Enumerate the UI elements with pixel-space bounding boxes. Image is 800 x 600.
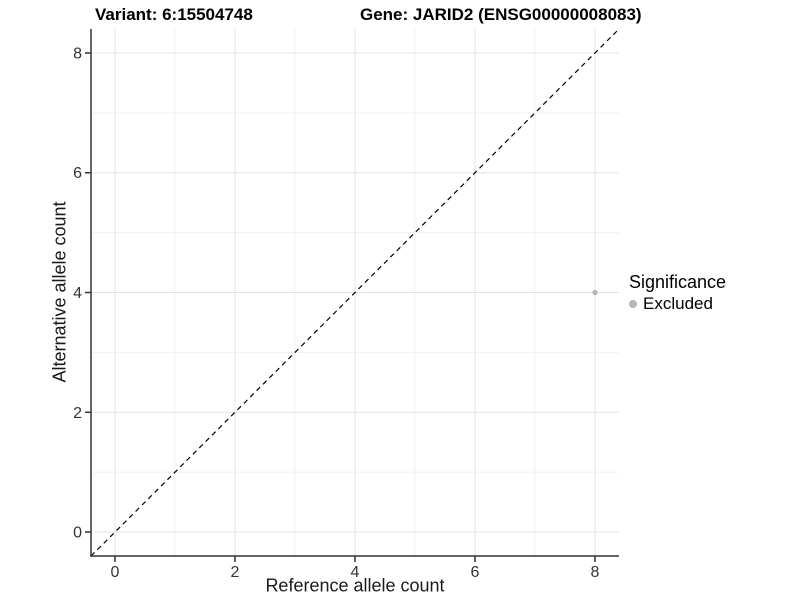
legend-items: Excluded <box>629 293 726 314</box>
y-tick-label: 6 <box>73 165 82 182</box>
x-tick-label: 8 <box>591 564 600 581</box>
y-axis-title: Alternative allele count <box>49 201 70 383</box>
legend-title: Significance <box>629 272 727 292</box>
y-tick-label: 0 <box>73 525 82 542</box>
x-tick-label: 0 <box>111 564 120 581</box>
legend-item: Excluded <box>629 293 726 314</box>
y-tick-label: 2 <box>73 405 82 422</box>
y-tick-label: 8 <box>73 45 82 62</box>
x-tick-label: 2 <box>231 564 240 581</box>
y-tick-label: 4 <box>73 285 82 302</box>
x-axis-title: Reference allele count <box>265 575 445 596</box>
x-tick-label: 6 <box>471 564 480 581</box>
legend-key-dot-icon <box>629 299 637 308</box>
data-point <box>592 289 598 296</box>
gene-title: Gene: JARID2 (ENSG00000008083) <box>360 5 642 24</box>
x-tick-label: 4 <box>351 564 360 581</box>
legend: Significance Excluded <box>629 271 726 314</box>
identity-reference-line <box>90 28 620 557</box>
variant-title: Variant: 6:15504748 <box>95 5 253 24</box>
legend-item-label: Excluded <box>643 294 713 313</box>
